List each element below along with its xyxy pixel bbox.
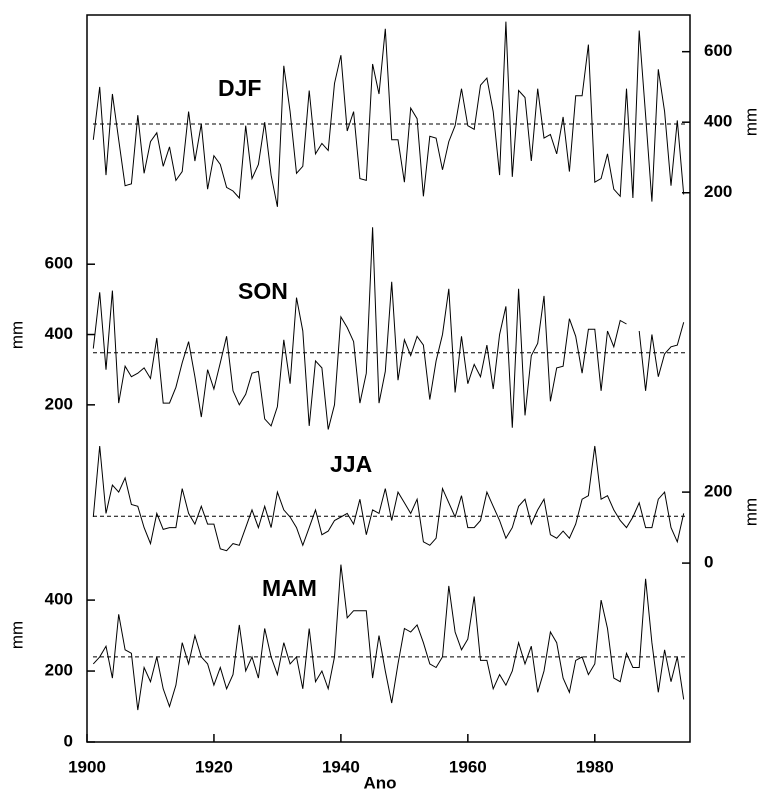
series-line [92, 227, 685, 430]
x-tick-label: 1900 [68, 757, 106, 776]
panel-label: DJF [218, 75, 261, 101]
y-tick-label: 600 [45, 254, 73, 273]
x-axis-label: Ano [363, 773, 396, 792]
y-tick-label: 400 [704, 112, 732, 131]
series-line [92, 564, 685, 711]
y-axis-label: mm [7, 321, 26, 349]
series-line [92, 21, 685, 207]
panel-label: SON [238, 278, 288, 304]
x-tick-label: 1960 [449, 757, 487, 776]
y-axis-label: mm [741, 498, 760, 526]
y-tick-label: 200 [45, 394, 73, 413]
y-axis-label: mm [741, 108, 760, 136]
y-tick-label: 200 [45, 661, 73, 680]
plot-frame [86, 14, 691, 743]
y-tick-label: 0 [704, 553, 713, 572]
y-tick-label: 200 [704, 482, 732, 501]
y-tick-label: 600 [704, 41, 732, 60]
panel-label: JJA [330, 451, 372, 477]
y-axis-label: mm [7, 621, 26, 649]
x-tick-label: 1980 [576, 757, 614, 776]
series-line [92, 445, 685, 552]
panel-label: MAM [262, 575, 317, 601]
y-tick-label: 400 [45, 324, 73, 343]
x-tick-label: 1920 [195, 757, 233, 776]
y-tick-label: 400 [45, 590, 73, 609]
y-tick-label: 200 [704, 182, 732, 201]
y-tick-label: 0 [64, 731, 73, 750]
x-tick-label: 1940 [322, 757, 360, 776]
